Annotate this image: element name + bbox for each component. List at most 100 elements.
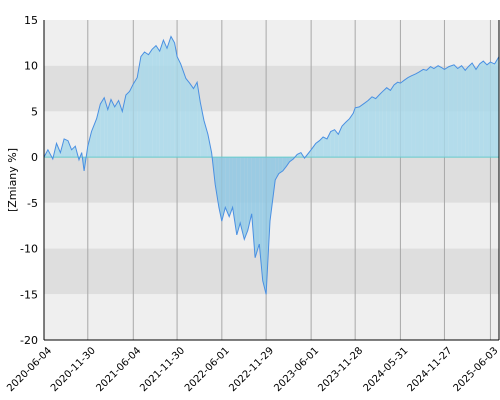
- area-segment: [111, 99, 115, 158]
- area-segment: [394, 82, 398, 158]
- y-tick-label: 10: [24, 60, 38, 73]
- area-segment: [408, 75, 412, 158]
- area-segment: [221, 157, 226, 222]
- area-segment: [397, 82, 401, 158]
- area-segment: [359, 103, 365, 158]
- area-segment: [125, 91, 130, 158]
- area-segment: [349, 113, 354, 158]
- area-segment: [96, 104, 101, 158]
- area-segment: [404, 77, 408, 158]
- x-tick-label: 2022-11-29: [227, 345, 276, 394]
- area-segment: [433, 65, 439, 158]
- area-segment: [297, 152, 301, 158]
- area-segment: [423, 69, 427, 158]
- area-segment: [266, 157, 271, 295]
- area-segment: [353, 107, 356, 158]
- area-segment: [457, 65, 462, 158]
- area-segment: [483, 61, 488, 158]
- area-segment: [159, 40, 164, 158]
- area-segment: [129, 84, 134, 158]
- area-segment: [177, 56, 181, 158]
- area-segment: [156, 45, 160, 158]
- area-segment: [382, 87, 387, 158]
- area-segment: [411, 73, 416, 158]
- area-segment: [262, 157, 267, 295]
- area-segment: [180, 63, 186, 158]
- x-tick-label: 2023-11-28: [316, 345, 365, 394]
- area-segment: [174, 42, 178, 158]
- y-tick-label: 5: [31, 105, 38, 118]
- area-segment: [185, 78, 190, 158]
- area-segment: [152, 45, 157, 158]
- area-segment: [229, 157, 233, 217]
- area-segment: [311, 143, 316, 158]
- area-segment: [461, 65, 466, 158]
- area-segment: [189, 83, 194, 158]
- area-segment: [490, 62, 495, 158]
- area-segment: [148, 49, 153, 158]
- area-segment: [278, 157, 283, 174]
- area-segment: [144, 52, 149, 158]
- area-segment: [240, 157, 245, 240]
- area-segment: [203, 120, 208, 158]
- background-band: [44, 294, 499, 340]
- area-segment: [364, 100, 369, 158]
- area-segment: [91, 118, 97, 158]
- x-tick-label: 2021-06-04: [94, 345, 143, 394]
- area-segment: [118, 100, 123, 158]
- area-segment: [137, 56, 141, 158]
- area-segment: [390, 84, 395, 158]
- area-segment: [104, 97, 108, 158]
- area-segment: [494, 56, 499, 158]
- area-segment: [476, 63, 480, 158]
- area-segment: [270, 157, 276, 222]
- area-segment: [255, 157, 260, 258]
- area-segment: [419, 69, 424, 158]
- area-segment: [140, 52, 145, 158]
- area-segment: [334, 129, 339, 158]
- x-tick-label: 2025-06-03: [452, 345, 500, 394]
- area-segment: [415, 72, 420, 158]
- area-segment: [319, 137, 324, 158]
- x-tick-label: 2020-11-30: [49, 345, 98, 394]
- area-segment: [122, 94, 126, 158]
- background-band: [44, 248, 499, 295]
- area-segment: [468, 62, 473, 158]
- area-segment: [67, 140, 72, 158]
- y-tick-label: -10: [20, 243, 38, 256]
- x-tick-label: 2023-06-01: [272, 345, 321, 394]
- area-segment: [355, 106, 360, 158]
- area-segment: [338, 126, 342, 158]
- area-segment: [341, 122, 346, 158]
- area-segment: [472, 62, 477, 158]
- area-segment: [386, 87, 391, 158]
- area-segment: [170, 36, 175, 158]
- area-segment: [372, 96, 376, 158]
- area-segment: [444, 66, 449, 158]
- area-segment: [218, 157, 222, 222]
- area-segment: [107, 99, 112, 158]
- area-fill: [44, 36, 499, 295]
- area-segment: [167, 36, 171, 158]
- area-segment: [236, 157, 241, 235]
- area-segment: [247, 157, 252, 231]
- area-segment: [438, 65, 442, 158]
- area-segment: [244, 157, 248, 240]
- area-segment: [465, 66, 469, 158]
- area-segment: [133, 77, 138, 158]
- area-segment: [430, 66, 434, 158]
- area-segment: [479, 61, 484, 158]
- area-segment: [286, 157, 290, 167]
- area-segment: [215, 157, 219, 208]
- area-segment: [232, 157, 237, 235]
- area-segment: [64, 138, 68, 158]
- area-segment: [453, 64, 458, 158]
- area-segment: [114, 100, 119, 158]
- area-segment: [368, 96, 373, 158]
- area-segment: [163, 40, 168, 158]
- area-segment: [193, 82, 198, 158]
- y-axis-label: [Zmiany %]: [6, 148, 19, 212]
- area-segment: [315, 140, 320, 158]
- area-segment: [225, 157, 230, 217]
